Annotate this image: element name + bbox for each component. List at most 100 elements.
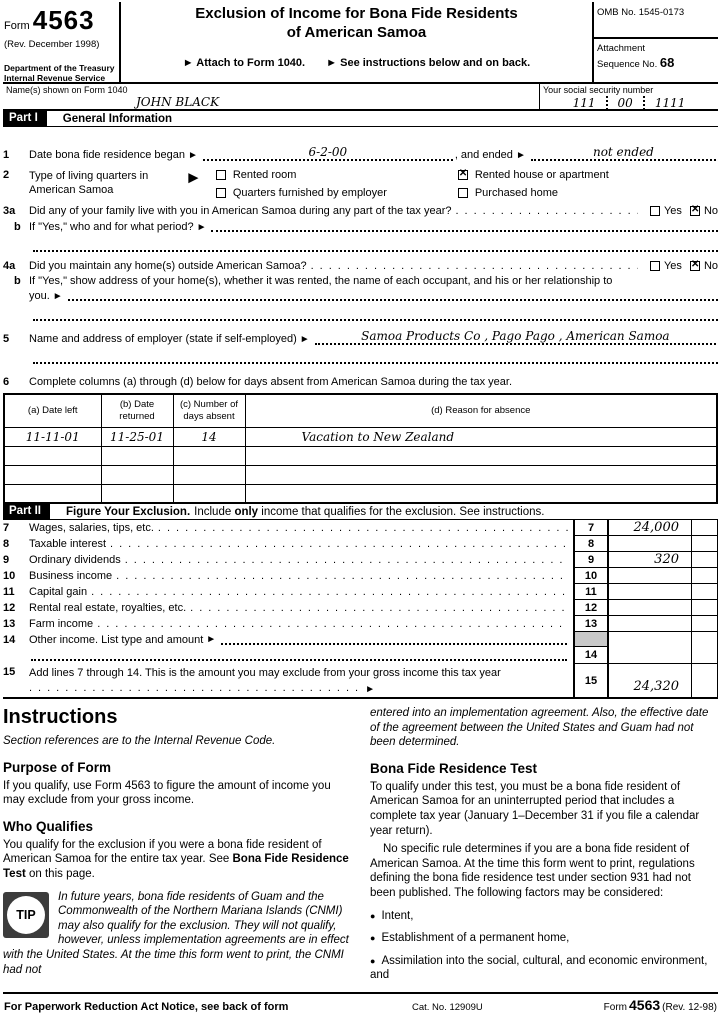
line13-label: Farm income bbox=[29, 618, 94, 630]
residence-ended-field[interactable]: not ended bbox=[530, 145, 716, 161]
shaded-cell bbox=[573, 632, 609, 647]
taxpayer-name-field[interactable]: JOHN BLACK bbox=[136, 95, 220, 109]
line7-label: Wages, salaries, tips, etc. bbox=[29, 522, 154, 534]
line12-cents-field[interactable] bbox=[691, 600, 718, 616]
bullet-icon: ● bbox=[370, 933, 376, 944]
other-income-type-continued[interactable] bbox=[31, 650, 567, 661]
bullet-item: ● Assimilation into the social, cultural,… bbox=[370, 954, 708, 982]
no-label: No bbox=[703, 260, 718, 272]
line1-row: 1 Date bona fide residence began ► 6-2-0… bbox=[3, 145, 718, 161]
instructions-section: Instructions Section references are to t… bbox=[3, 706, 718, 983]
attachment-sequence: Attachment Sequence No. 68 bbox=[597, 43, 675, 71]
checkbox-3a-yes[interactable]: ✕ bbox=[649, 206, 660, 216]
line12-amount-field[interactable] bbox=[609, 600, 691, 616]
checkbox-rented-room[interactable]: ✕ bbox=[215, 170, 226, 180]
line14-row: 14 Other income. List type and amount ► bbox=[3, 632, 718, 647]
line9-cents-field[interactable] bbox=[691, 552, 718, 568]
line8-cents-field[interactable] bbox=[691, 536, 718, 552]
table-row[interactable] bbox=[3, 483, 718, 504]
line11-amount-field[interactable] bbox=[609, 584, 691, 600]
line13-cents-field[interactable] bbox=[691, 616, 718, 632]
arrow-icon: ► bbox=[206, 634, 217, 645]
instructions-title: Instructions bbox=[3, 706, 118, 728]
purpose-text: If you qualify, use Form 4563 to figure … bbox=[3, 779, 331, 807]
dot-leader: ........................................… bbox=[455, 205, 638, 217]
line8-amount-field[interactable] bbox=[609, 536, 691, 552]
arrow-icon: ► bbox=[185, 168, 202, 187]
line3b-entry-field[interactable] bbox=[211, 221, 718, 232]
line10-label: Business income bbox=[29, 570, 113, 582]
tip-text-continued: entered into an implementation agreement… bbox=[370, 707, 709, 749]
form-number: 4563 bbox=[32, 5, 95, 35]
tip-text: In future years, bona fide residents of … bbox=[3, 890, 349, 976]
line15-amount-field[interactable]: 24,320 bbox=[633, 679, 680, 694]
name-label: Name(s) shown on Form 1040 bbox=[6, 85, 128, 95]
bullet-icon: ● bbox=[370, 910, 376, 921]
checkbox-4a-no[interactable]: ✕ bbox=[689, 259, 700, 271]
line8-row: 8 Taxable interest .....................… bbox=[3, 536, 718, 552]
line14-cents-field[interactable] bbox=[691, 647, 718, 664]
table-row[interactable] bbox=[3, 445, 718, 466]
line7-row: 7 Wages, salaries, tips, etc. ..........… bbox=[3, 520, 718, 536]
table-row[interactable] bbox=[3, 464, 718, 485]
home-address-continued[interactable] bbox=[33, 312, 718, 321]
option-label: Rented room bbox=[232, 169, 297, 181]
footer-form-id: Form 4563 (Rev. 12-98) bbox=[603, 996, 717, 1013]
option-label: Purchased home bbox=[474, 187, 558, 199]
line1-label: Date bona fide residence began bbox=[29, 149, 185, 161]
option-label: Rented house or apartment bbox=[474, 169, 609, 181]
home-address-field[interactable] bbox=[67, 290, 718, 301]
line5-label: Name and address of employer (state if s… bbox=[29, 333, 297, 345]
checkbox-rented-house[interactable]: ✕ bbox=[457, 168, 468, 180]
line7-cents-field[interactable] bbox=[691, 520, 718, 536]
line10-amount-field[interactable] bbox=[609, 568, 691, 584]
bullet-icon: ● bbox=[370, 955, 376, 966]
line10-cents-field[interactable] bbox=[691, 568, 718, 584]
checkbox-quarters-furnished[interactable]: ✕ bbox=[215, 188, 226, 198]
dot-leader: ........................................… bbox=[116, 570, 569, 582]
department-label: Department of the Treasury bbox=[4, 63, 115, 73]
line9-label: Ordinary dividends bbox=[29, 554, 121, 566]
col-days-absent: (c) Number of days absent bbox=[172, 393, 246, 428]
line2-row: 2 Type of living quarters in American Sa… bbox=[3, 168, 609, 199]
line4b-row2: you. ► bbox=[3, 290, 718, 302]
line12-label: Rental real estate, royalties, etc. bbox=[29, 602, 187, 614]
line6-row: 6 Complete columns (a) through (d) below… bbox=[3, 376, 513, 388]
line9-amount-field[interactable]: 320 bbox=[609, 552, 691, 568]
no-label: No bbox=[703, 205, 718, 217]
option-label: Quarters furnished by employer bbox=[232, 187, 387, 199]
line13-row: 13 Farm income .........................… bbox=[3, 616, 718, 632]
ssn-field[interactable]: 111 00 1111 bbox=[543, 96, 715, 110]
line13-amount-field[interactable] bbox=[609, 616, 691, 632]
employer-field[interactable]: Samoa Products Co , Pago Pago , American… bbox=[314, 329, 716, 345]
line14-amount-field[interactable] bbox=[609, 647, 691, 664]
bullet-item: ● Establishment of a permanent home, bbox=[370, 932, 570, 945]
col-reason: (d) Reason for absence bbox=[244, 393, 718, 428]
other-income-type-field[interactable] bbox=[221, 634, 567, 645]
table-row[interactable]: 11-11-01 11-25-01 14 Vacation to New Zea… bbox=[3, 426, 718, 447]
purpose-heading: Purpose of Form bbox=[3, 759, 112, 775]
paperwork-notice: For Paperwork Reduction Act Notice, see … bbox=[4, 1000, 289, 1013]
line12-row: 12 Rental real estate, royalties, etc. .… bbox=[3, 600, 718, 616]
who-qualifies-text: You qualify for the exclusion if you wer… bbox=[3, 838, 349, 880]
arrow-icon: ► bbox=[196, 222, 207, 233]
dot-leader: ........................................… bbox=[124, 554, 569, 566]
part2-title: Figure Your Exclusion. bbox=[65, 505, 191, 518]
checkbox-3a-no[interactable]: ✕ bbox=[689, 204, 700, 216]
omb-number: OMB No. 1545-0173 bbox=[594, 2, 718, 39]
checkbox-4a-yes[interactable]: ✕ bbox=[649, 261, 660, 271]
line7-amount-field[interactable]: 24,000 bbox=[609, 520, 691, 536]
form-footer: For Paperwork Reduction Act Notice, see … bbox=[3, 991, 718, 1013]
line3b-entry-continued[interactable] bbox=[33, 243, 718, 252]
line11-label: Capital gain bbox=[29, 586, 88, 598]
checkbox-purchased-home[interactable]: ✕ bbox=[457, 188, 468, 198]
line15-row: 15 Add lines 7 through 14. This is the a… bbox=[3, 664, 718, 697]
employer-continued[interactable] bbox=[33, 355, 718, 364]
bullet-item: ● Intent, bbox=[370, 909, 414, 922]
arrow-icon: ► bbox=[187, 150, 198, 161]
line8-label: Taxable interest bbox=[29, 538, 107, 550]
line15-cents-field[interactable] bbox=[691, 664, 718, 697]
line3a-label: Did any of your family live with you in … bbox=[29, 205, 452, 217]
line11-cents-field[interactable] bbox=[691, 584, 718, 600]
residence-began-field[interactable]: 6-2-00 bbox=[202, 145, 453, 161]
